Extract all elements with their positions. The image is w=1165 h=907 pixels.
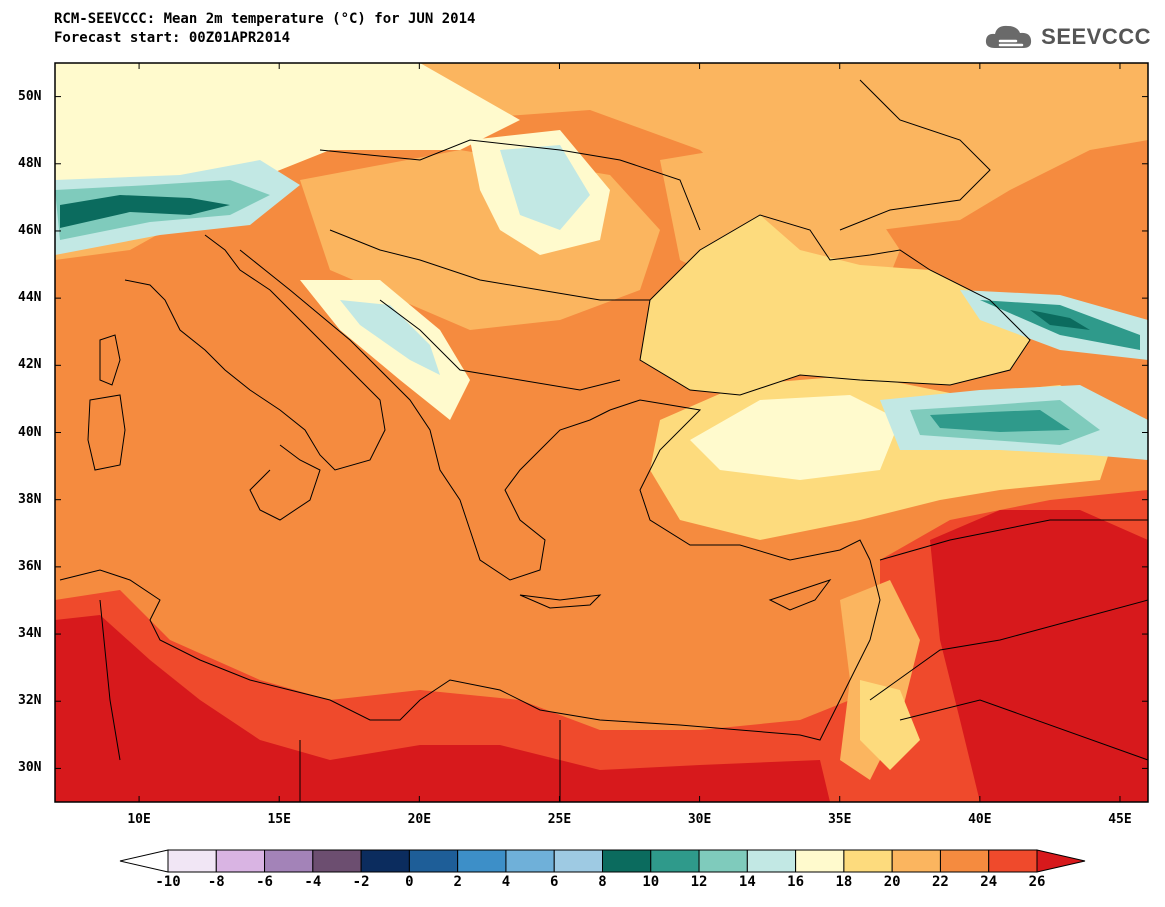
colorbar-swatch [264, 849, 314, 873]
figure-title-block: RCM-SEEVCCC: Mean 2m temperature (°C) fo… [54, 10, 475, 48]
lat-label: 38N [18, 491, 42, 507]
colorbar-tick-label: -8 [207, 874, 225, 890]
lat-label: 30N [18, 760, 42, 776]
colorbar-swatch [553, 849, 604, 873]
colorbar-tick-label: 2 [453, 874, 462, 890]
lat-label: 46N [18, 222, 42, 238]
colorbar-tick-label: 4 [501, 874, 511, 890]
lat-label: 40N [18, 424, 42, 440]
colorbar-tick-label: -6 [256, 874, 273, 890]
lat-label: 34N [18, 626, 42, 642]
seevccc-logo: SEEVCCC [983, 22, 1151, 52]
axis-ticks [55, 63, 1148, 802]
lon-label: 15E [267, 812, 291, 827]
colorbar-tick-label: 26 [1028, 874, 1046, 890]
colorbar-tick-label: 22 [932, 874, 949, 890]
cloud-icon [986, 25, 1032, 48]
lon-label: 25E [547, 812, 572, 827]
colorbar-tick-label: 0 [405, 874, 414, 890]
colorbar-swatch [939, 849, 990, 873]
colorbar-swatch [457, 849, 507, 873]
colorbar-swatch [746, 849, 797, 873]
lat-label: 36N [18, 558, 42, 574]
colorbar-tick-label: 10 [642, 874, 660, 890]
temperature-field [55, 63, 1148, 802]
colorbar-swatch [505, 849, 555, 873]
colorbar-tick-label: 14 [738, 874, 756, 890]
colorbar-swatch [408, 849, 459, 873]
colorbar-swatch [698, 849, 748, 873]
colorbar-swatch [360, 849, 410, 873]
colorbar-under-arrow [119, 849, 169, 873]
lat-label: 42N [18, 357, 42, 373]
lon-label: 20E [407, 812, 432, 827]
colorbar-tick-label: 24 [980, 874, 998, 890]
colorbar-swatch [215, 849, 266, 873]
colorbar-tick-label: -4 [304, 874, 322, 890]
colorbar-tick-label: 16 [787, 874, 805, 890]
colorbar-swatch [312, 849, 362, 873]
figure-title: RCM-SEEVCCC: Mean 2m temperature (°C) fo… [54, 11, 476, 27]
lon-label: 30E [687, 812, 712, 827]
lat-label: 44N [18, 290, 42, 306]
colorbar-swatch [795, 849, 845, 873]
lon-label: 10E [127, 812, 151, 827]
colorbar-swatch [988, 849, 1038, 873]
lon-label: 35E [827, 812, 852, 827]
colorbar-tick-label: 18 [835, 874, 853, 890]
colorbar-swatch [650, 849, 700, 873]
lat-label: 32N [18, 693, 42, 709]
colorbar-tick-label: -2 [352, 874, 370, 890]
lat-label: 50N [18, 88, 42, 104]
logo-text: SEEVCCC [1041, 24, 1151, 49]
colorbar-over-arrow [1036, 849, 1086, 873]
colorbar [119, 849, 1086, 873]
colorbar-swatch [843, 849, 893, 873]
colorbar-swatch [167, 849, 217, 873]
colorbar-tick-label: 6 [550, 874, 559, 890]
colorbar-tick-label: 12 [690, 874, 708, 890]
colorbar-swatch [891, 849, 941, 873]
colorbar-tick-label: 8 [598, 874, 607, 890]
lon-label: 45E [1108, 812, 1132, 827]
colorbar-swatch [602, 849, 652, 873]
coastlines-and-borders [59, 79, 1148, 802]
lon-label: 40E [968, 812, 992, 827]
colorbar-tick-label: 20 [883, 874, 901, 890]
lat-label: 48N [18, 155, 42, 171]
forecast-start: Forecast start: 00Z01APR2014 [54, 30, 291, 46]
colorbar-tick-label: -10 [155, 874, 181, 890]
